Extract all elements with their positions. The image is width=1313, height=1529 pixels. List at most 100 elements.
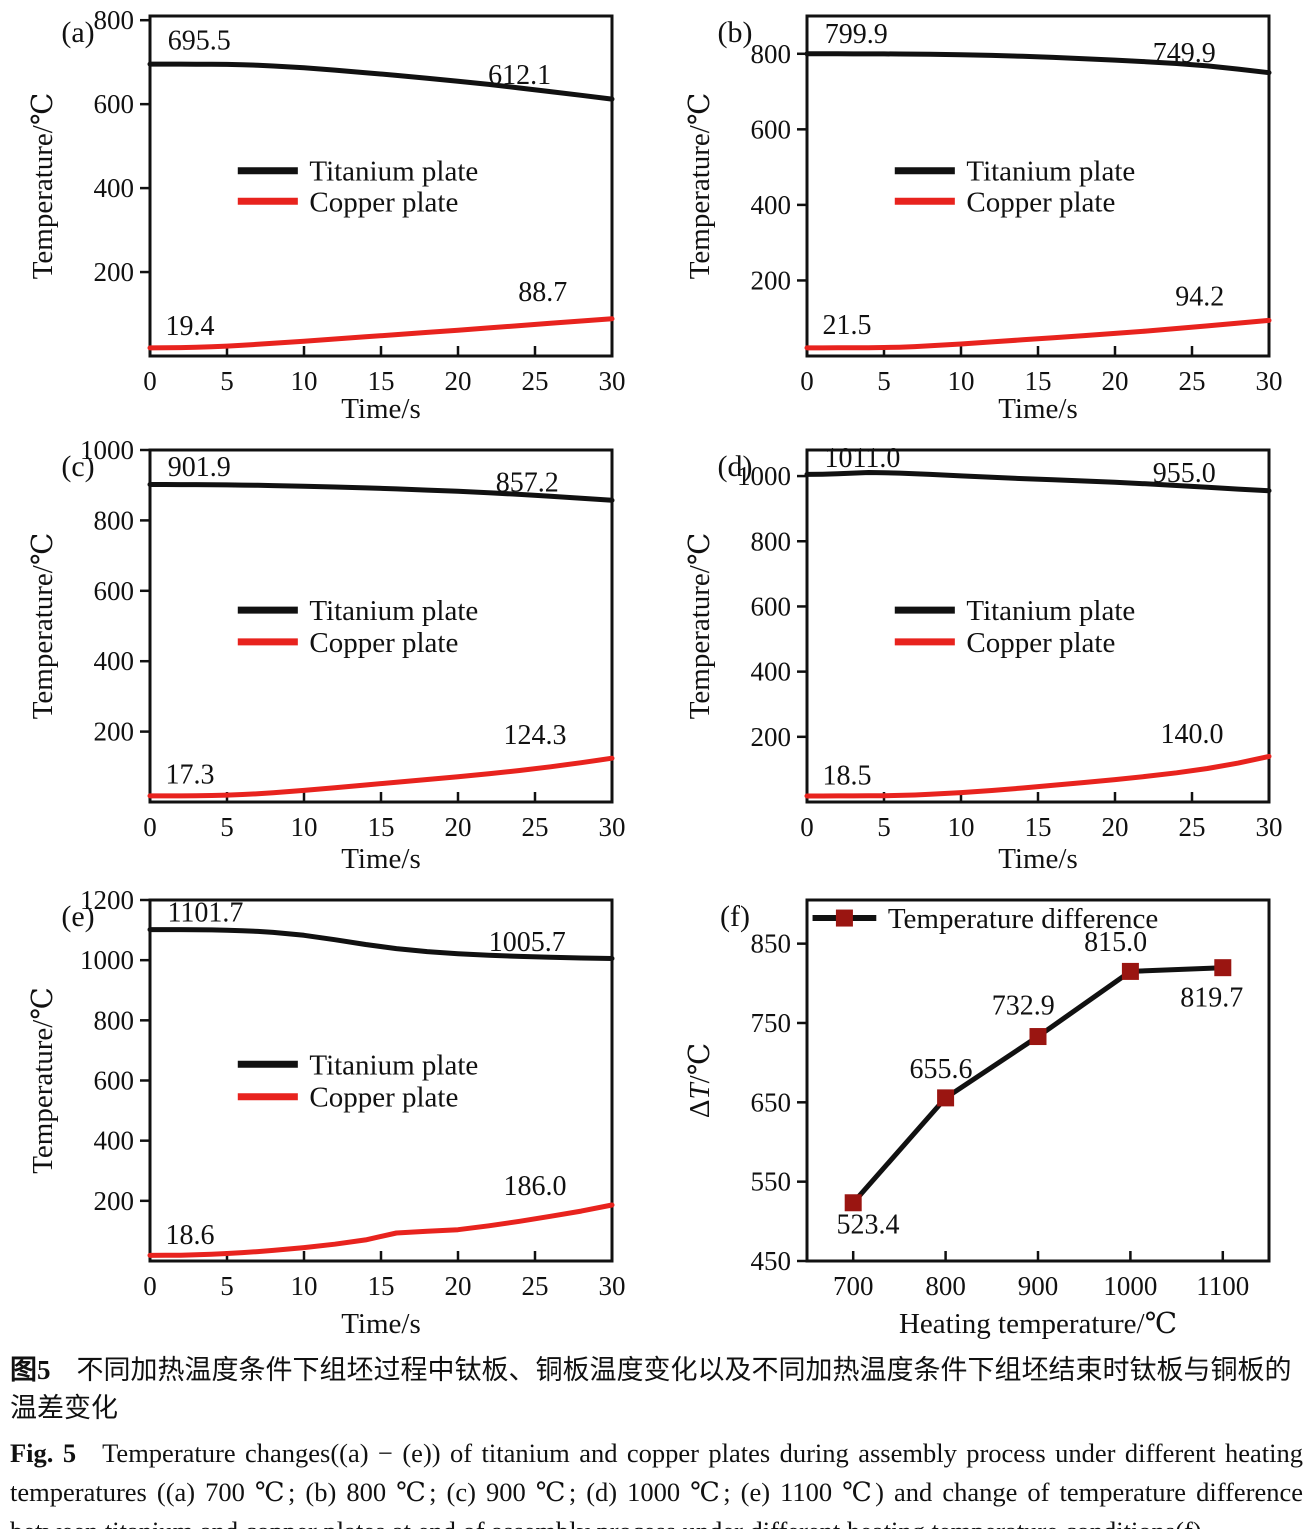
legend-label: Titanium plate bbox=[966, 156, 1135, 188]
y-tick-label: 400 bbox=[94, 173, 135, 203]
y-tick-label: 650 bbox=[751, 1087, 792, 1117]
chart-a: 0 5 10 15 20 25 30 200 400 600 800 Time/s Temperatur… bbox=[0, 0, 656, 430]
panel-label: (b) bbox=[718, 16, 753, 49]
data-label: 819.7 bbox=[1180, 983, 1243, 1014]
legend-label: Copper plate bbox=[966, 186, 1115, 218]
x-tick-label: 25 bbox=[522, 812, 549, 842]
series-copper-plate bbox=[804, 753, 1272, 799]
x-tick-label: 5 bbox=[220, 366, 234, 396]
legend-label: Titanium plate bbox=[309, 156, 478, 188]
x-tick-label: 800 bbox=[925, 1271, 966, 1301]
y-axis-label: Temperature/℃ bbox=[27, 93, 59, 280]
x-tick-label: 10 bbox=[291, 366, 318, 396]
data-label: 140.0 bbox=[1161, 719, 1224, 750]
x-tick-label: 15 bbox=[368, 1271, 395, 1301]
chart-c: 0 5 10 15 20 25 30 200 400 600 800 1000 Time/s Temper… bbox=[0, 430, 656, 880]
x-tick-label: 0 bbox=[143, 1271, 157, 1301]
x-tick-label: 30 bbox=[599, 812, 626, 842]
data-point-marker bbox=[844, 1194, 862, 1212]
data-label: 799.9 bbox=[825, 19, 888, 50]
y-tick-label: 600 bbox=[94, 89, 135, 119]
y-tick-label: 400 bbox=[94, 1126, 135, 1156]
x-tick-label: 20 bbox=[445, 812, 472, 842]
x-tick-label: 20 bbox=[1102, 812, 1129, 842]
y-tick-label: 600 bbox=[751, 114, 792, 144]
x-tick-label: 25 bbox=[1179, 812, 1206, 842]
data-label: 695.5 bbox=[168, 25, 231, 56]
x-tick-label: 0 bbox=[143, 366, 157, 396]
y-tick-label: 850 bbox=[751, 929, 792, 959]
x-tick-label: 10 bbox=[948, 812, 975, 842]
x-tick-label: 10 bbox=[948, 366, 975, 396]
data-point-marker bbox=[1121, 962, 1139, 980]
x-tick-label: 25 bbox=[1179, 366, 1206, 396]
x-tick-label: 25 bbox=[522, 366, 549, 396]
x-axis-label: Time/s bbox=[998, 393, 1078, 425]
x-tick-label: 30 bbox=[1256, 366, 1283, 396]
y-tick-label: 400 bbox=[751, 190, 792, 220]
series-titanium-plate bbox=[147, 482, 615, 503]
y-tick-label: 750 bbox=[751, 1008, 792, 1038]
data-label: 732.9 bbox=[992, 991, 1055, 1022]
y-tick-label: 800 bbox=[94, 1005, 135, 1035]
y-tick-label: 550 bbox=[751, 1167, 792, 1197]
caption-chinese-label: 图5 bbox=[10, 1355, 51, 1385]
series-copper-plate bbox=[147, 1202, 615, 1258]
panel-label: (e) bbox=[61, 900, 94, 933]
x-axis-label: Time/s bbox=[341, 393, 421, 425]
x-tick-label: 700 bbox=[833, 1271, 874, 1301]
x-tick-label: 30 bbox=[599, 366, 626, 396]
x-tick-label: 5 bbox=[220, 812, 234, 842]
x-tick-label: 15 bbox=[1025, 366, 1052, 396]
series-titanium-plate bbox=[804, 51, 1272, 76]
data-label: 17.3 bbox=[166, 760, 215, 791]
x-tick-label: 5 bbox=[877, 366, 891, 396]
plot-box bbox=[805, 898, 1271, 1263]
y-tick-label: 600 bbox=[94, 1066, 135, 1096]
caption-chinese: 图5 不同加热温度条件下组坯过程中钛板、铜板温度变化以及不同加热温度条件下组坯结束… bbox=[10, 1351, 1303, 1428]
y-axis-label: Temperature/℃ bbox=[27, 533, 59, 720]
data-point-marker bbox=[1214, 959, 1232, 977]
caption-chinese-text: 不同加热温度条件下组坯过程中钛板、铜板温度变化以及不同加热温度条件下组坯结束时钛… bbox=[10, 1355, 1292, 1424]
series-copper-plate bbox=[804, 317, 1272, 351]
y-tick-label: 1000 bbox=[80, 435, 134, 465]
data-label: 655.6 bbox=[909, 1054, 972, 1085]
y-tick-label: 200 bbox=[751, 722, 792, 752]
legend-label: Temperature difference bbox=[888, 903, 1158, 935]
series-copper-plate bbox=[147, 755, 615, 799]
data-label: 186.0 bbox=[504, 1171, 567, 1202]
y-tick-label: 1200 bbox=[80, 885, 134, 915]
y-tick-label: 800 bbox=[94, 5, 135, 35]
data-label: 1005.7 bbox=[489, 927, 566, 958]
data-label: 857.2 bbox=[496, 467, 559, 498]
legend-label: Titanium plate bbox=[309, 595, 478, 627]
chart-f: 700 800 900 1000 1100 450 550 650 750 850 Heating … bbox=[657, 880, 1313, 1345]
legend-label: Titanium plate bbox=[309, 1049, 478, 1081]
legend-label: Copper plate bbox=[309, 1082, 458, 1114]
x-tick-label: 25 bbox=[522, 1271, 549, 1301]
data-label: 901.9 bbox=[168, 452, 231, 483]
x-tick-label: 10 bbox=[291, 812, 318, 842]
x-tick-label: 5 bbox=[220, 1271, 234, 1301]
y-tick-label: 1000 bbox=[80, 945, 134, 975]
x-tick-label: 30 bbox=[1256, 812, 1283, 842]
x-tick-label: 15 bbox=[368, 812, 395, 842]
y-tick-label: 400 bbox=[751, 657, 792, 687]
data-label: 19.4 bbox=[166, 311, 215, 342]
caption-english: Fig. 5 Temperature changes((a) − (e)) of … bbox=[10, 1434, 1303, 1529]
data-label: 1011.0 bbox=[824, 443, 900, 474]
figure-caption: 图5 不同加热温度条件下组坯过程中钛板、铜板温度变化以及不同加热温度条件下组坯结束… bbox=[0, 1345, 1313, 1529]
data-label: 21.5 bbox=[823, 310, 872, 341]
y-tick-label: 800 bbox=[751, 526, 792, 556]
y-tick-label: 800 bbox=[751, 39, 792, 69]
y-axis-label: ΔT/℃ bbox=[684, 1043, 716, 1118]
y-tick-label: 600 bbox=[751, 591, 792, 621]
x-tick-label: 0 bbox=[800, 812, 814, 842]
x-tick-label: 20 bbox=[445, 366, 472, 396]
data-label: 88.7 bbox=[518, 277, 567, 308]
data-label: 815.0 bbox=[1084, 927, 1147, 958]
x-tick-label: 0 bbox=[143, 812, 157, 842]
data-label: 18.5 bbox=[823, 760, 872, 791]
y-axis-label: Temperature/℃ bbox=[684, 533, 716, 720]
data-label: 94.2 bbox=[1175, 281, 1224, 312]
